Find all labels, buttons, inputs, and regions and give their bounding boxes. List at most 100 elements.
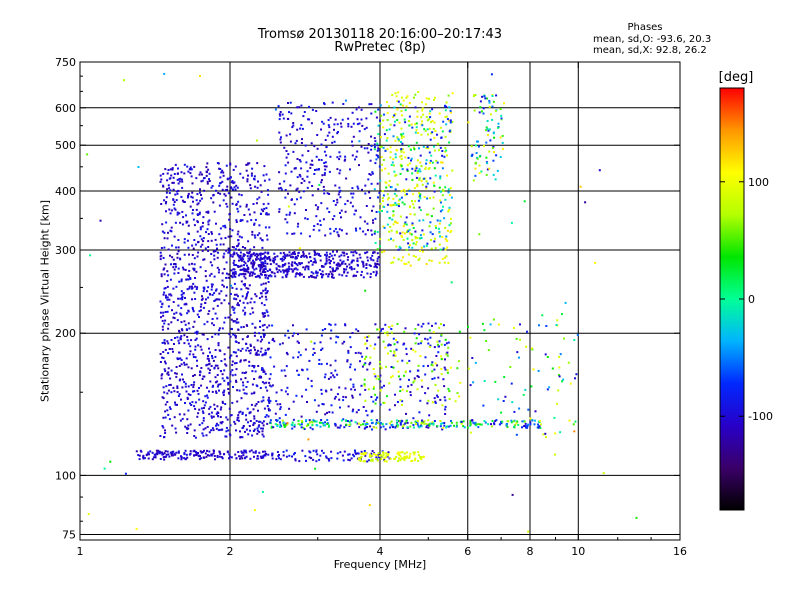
data-point: [511, 493, 514, 496]
data-point: [259, 320, 261, 323]
data-point: [211, 322, 214, 325]
data-point: [354, 227, 357, 230]
data-point: [438, 149, 440, 152]
data-point: [237, 239, 240, 242]
data-point: [350, 419, 353, 422]
data-point: [180, 293, 183, 296]
data-point: [178, 365, 181, 367]
data-point: [416, 237, 419, 239]
data-point: [326, 422, 329, 425]
data-point: [206, 228, 209, 231]
data-point: [253, 346, 256, 349]
data-point: [173, 390, 176, 393]
data-point: [374, 217, 377, 220]
data-point: [242, 258, 245, 261]
data-point: [402, 426, 404, 429]
data-point: [364, 426, 367, 429]
data-point: [431, 131, 434, 134]
data-point: [366, 336, 369, 338]
data-point: [259, 350, 262, 353]
data-point: [242, 388, 245, 391]
data-point: [538, 425, 541, 428]
data-point: [411, 172, 414, 175]
data-point: [350, 125, 353, 128]
data-point: [417, 454, 420, 456]
data-point: [379, 374, 382, 377]
data-point: [420, 165, 423, 168]
data-point: [177, 450, 180, 453]
data-point: [263, 312, 266, 315]
data-point: [286, 118, 289, 120]
data-point: [403, 374, 405, 377]
data-point: [426, 402, 429, 405]
data-point: [411, 126, 414, 129]
data-point: [225, 276, 228, 279]
data-point: [379, 119, 381, 122]
data-point: [488, 150, 491, 153]
data-point: [266, 405, 269, 407]
data-point: [190, 384, 193, 386]
data-point: [326, 134, 329, 137]
data-point: [487, 349, 490, 352]
data-point: [402, 99, 405, 102]
data-point: [369, 159, 372, 162]
data-point: [431, 108, 434, 111]
data-point: [380, 454, 383, 457]
data-point: [447, 188, 450, 191]
data-point: [422, 113, 425, 116]
data-point: [436, 395, 439, 398]
data-point: [235, 457, 238, 460]
data-point: [397, 205, 400, 208]
data-point: [371, 233, 373, 236]
data-point: [182, 292, 185, 295]
data-point: [208, 454, 211, 457]
data-point: [187, 310, 190, 313]
data-point: [240, 236, 243, 239]
data-point: [354, 421, 357, 424]
data-point: [169, 212, 172, 215]
data-point: [245, 428, 248, 431]
data-point: [379, 202, 382, 205]
data-point: [425, 187, 428, 190]
data-point: [261, 422, 264, 425]
data-point: [202, 417, 205, 420]
data-point: [377, 124, 380, 127]
data-point: [202, 407, 205, 409]
data-point: [221, 457, 224, 460]
data-point: [332, 374, 335, 377]
data-point: [378, 378, 381, 381]
data-point: [188, 263, 191, 266]
data-point: [263, 323, 266, 326]
data-point: [386, 101, 388, 104]
data-point: [206, 454, 209, 457]
data-point: [310, 142, 313, 145]
data-point: [293, 203, 296, 206]
data-point: [179, 312, 182, 315]
data-point: [412, 381, 415, 384]
data-point: [294, 458, 297, 461]
data-point: [174, 193, 177, 196]
data-point: [336, 201, 339, 204]
data-point: [247, 287, 250, 290]
data-point: [244, 268, 246, 271]
data-point: [416, 110, 419, 113]
y-tick-label: 750: [55, 56, 76, 69]
data-point: [182, 268, 185, 271]
data-point: [313, 250, 316, 253]
data-point: [575, 373, 578, 376]
data-point: [500, 422, 503, 425]
data-point: [390, 366, 393, 368]
data-point: [342, 418, 345, 421]
data-point: [178, 329, 180, 332]
data-point: [138, 454, 141, 457]
data-point: [232, 333, 235, 336]
data-point: [469, 421, 472, 424]
data-point: [177, 395, 180, 397]
data-point: [253, 428, 256, 431]
data-point: [436, 343, 439, 346]
data-point: [163, 339, 166, 342]
data-point: [177, 304, 180, 307]
data-point: [397, 203, 400, 205]
data-point: [269, 356, 272, 359]
data-point: [362, 261, 365, 264]
